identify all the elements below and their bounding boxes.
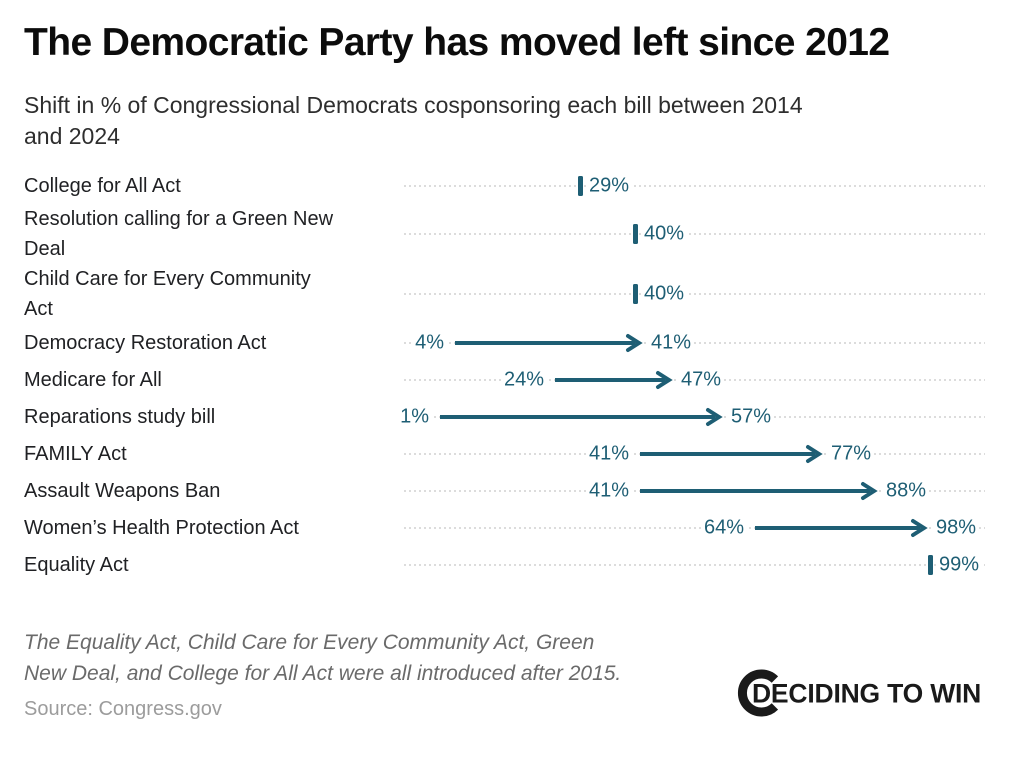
bill-label-line: Equality Act — [24, 553, 129, 576]
page-title: The Democratic Party has moved left sinc… — [24, 21, 890, 64]
chart-row: Equality Act 99% — [24, 546, 1004, 583]
leader-dotted-line — [404, 341, 985, 344]
bill-label: Medicare for All — [24, 365, 404, 395]
arrowhead-icon — [656, 370, 673, 389]
bill-label: Women’s Health Protection Act — [24, 513, 404, 543]
value-tick-mark — [632, 224, 638, 244]
start-value-label: 41% — [585, 478, 632, 503]
row-plot: 29% — [404, 167, 1004, 204]
row-plot: 41% 77% — [404, 435, 1004, 472]
shift-arrow — [755, 518, 928, 537]
chart-subtitle-line-2: and 2024 — [24, 123, 120, 149]
chart-row: Child Care for Every Community Act 40% — [24, 264, 1004, 324]
start-value-label: 41% — [585, 441, 632, 466]
leader-dotted-line — [404, 526, 985, 529]
leader-dotted-line — [404, 563, 985, 566]
bill-label-line: Child Care for Every Community — [24, 268, 311, 290]
row-plot: 4% 41% — [404, 324, 1004, 361]
footer-left: The Equality Act, Child Care for Every C… — [24, 627, 621, 721]
row-plot: 40% — [404, 204, 1004, 264]
chart-row: Democracy Restoration Act 4% 41% — [24, 324, 1004, 361]
source-credit: Source: Congress.gov — [24, 698, 222, 720]
bill-label: Reparations study bill — [24, 402, 404, 432]
chart-row: College for All Act 29% — [24, 167, 1004, 204]
value-tick-mark — [632, 284, 638, 304]
footnote-line-2: New Deal, and College for All Act were a… — [24, 662, 622, 685]
end-value-label: 99% — [936, 552, 983, 577]
end-value-label: 57% — [728, 404, 775, 429]
leader-dotted-line — [404, 184, 985, 187]
start-value-label: 4% — [412, 330, 447, 355]
chart-row: FAMILY Act 41% 77% — [24, 435, 1004, 472]
value-tick-mark — [577, 175, 583, 196]
bill-label: Resolution calling for a Green New Deal — [24, 204, 404, 264]
page: The Democratic Party has moved left sinc… — [0, 20, 1028, 721]
bill-label: Child Care for Every Community Act — [24, 264, 404, 324]
end-value-label: 47% — [678, 367, 725, 392]
bill-label-line: Democracy Restoration Act — [24, 331, 267, 354]
bill-label-line: Reparations study bill — [24, 405, 216, 428]
arrowhead-icon — [911, 518, 928, 537]
bill-label: Assault Weapons Ban — [24, 476, 404, 506]
bill-label-line: Women’s Health Protection Act — [24, 516, 299, 539]
row-plot: 41% 88% — [404, 472, 1004, 509]
logo-c-arc-icon — [738, 669, 779, 717]
chart-row: Medicare for All 24% 47% — [24, 361, 1004, 398]
arrowhead-icon — [806, 444, 823, 463]
arrow-chart: College for All Act 29% Resolution calling… — [24, 167, 1004, 583]
footnote-line-1: The Equality Act, Child Care for Every C… — [24, 631, 595, 654]
bill-label: College for All Act — [24, 171, 404, 201]
chart-subtitle: Shift in % of Congressional Democrats co… — [24, 90, 1004, 152]
row-plot: 64% 98% — [404, 509, 1004, 546]
start-value-label: 24% — [500, 367, 547, 392]
shift-arrow — [455, 333, 643, 352]
leader-dotted-line — [404, 293, 985, 295]
chart-subtitle-line-1: Shift in % of Congressional Democrats co… — [24, 92, 803, 118]
bill-label: Equality Act — [24, 550, 404, 580]
bill-label: Democracy Restoration Act — [24, 328, 404, 358]
arrowhead-icon — [626, 333, 643, 352]
end-value-label: 40% — [641, 221, 688, 247]
logo-wordmark: DECIDING TO WIN — [752, 679, 981, 709]
bill-label-line: FAMILY Act — [24, 442, 127, 465]
deciding-to-win-logo: DECIDING TO WIN — [738, 669, 981, 717]
chart-row: Assault Weapons Ban 41% 88% — [24, 472, 1004, 509]
shift-arrow — [555, 370, 673, 389]
bill-label-line: Deal — [24, 238, 66, 260]
chart-footnote: The Equality Act, Child Care for Every C… — [24, 627, 621, 689]
arrowhead-icon — [861, 481, 878, 500]
bill-label-line: Assault Weapons Ban — [24, 479, 221, 502]
row-plot: 99% — [404, 546, 1004, 583]
chart-row: Reparations study bill 1% 57% — [24, 398, 1004, 435]
shift-arrow — [640, 481, 878, 500]
bill-label: FAMILY Act — [24, 439, 404, 469]
end-value-label: 98% — [933, 515, 980, 540]
shift-arrow — [440, 407, 723, 426]
end-value-label: 77% — [828, 441, 875, 466]
bill-label-line: Resolution calling for a Green New — [24, 208, 334, 230]
arrowhead-icon — [706, 407, 723, 426]
shift-arrow — [640, 444, 823, 463]
end-value-label: 40% — [641, 281, 688, 307]
row-plot: 1% 57% — [397, 398, 1004, 435]
end-value-label: 41% — [648, 330, 695, 355]
bill-label-line: Act — [24, 298, 53, 320]
bill-label-line: College for All Act — [24, 174, 181, 197]
chart-footer: The Equality Act, Child Care for Every C… — [24, 627, 1004, 721]
start-value-label: 64% — [700, 515, 747, 540]
start-value-label: 1% — [397, 404, 432, 429]
leader-dotted-line — [404, 233, 985, 235]
row-plot: 40% — [404, 264, 1004, 324]
value-tick-mark — [927, 554, 933, 575]
end-value-label: 29% — [586, 173, 633, 198]
chart-row: Women’s Health Protection Act 64% 98% — [24, 509, 1004, 546]
bill-label-line: Medicare for All — [24, 368, 162, 391]
end-value-label: 88% — [883, 478, 930, 503]
row-plot: 24% 47% — [404, 361, 1004, 398]
chart-row: Resolution calling for a Green New Deal 40… — [24, 204, 1004, 264]
